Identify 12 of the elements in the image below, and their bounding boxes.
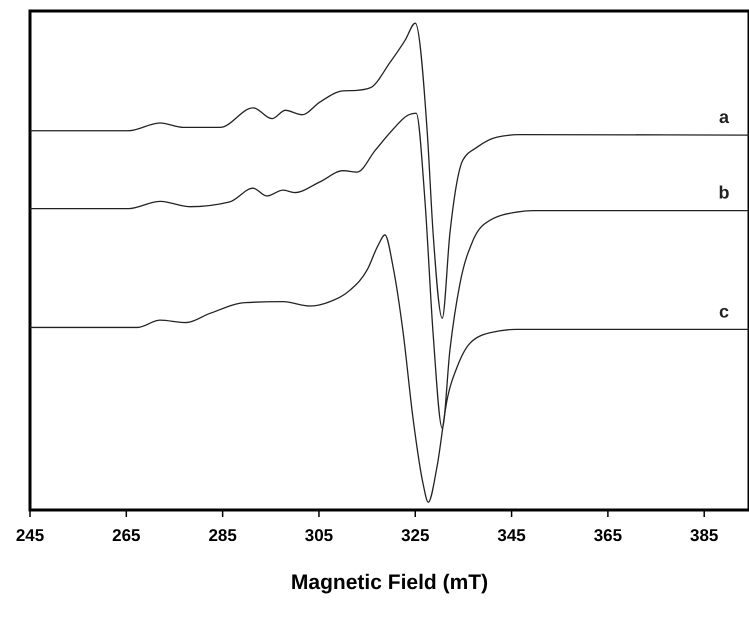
- x-tick-label: 285: [208, 526, 237, 546]
- x-tick-label: 365: [594, 526, 622, 546]
- series-label: b: [718, 182, 730, 203]
- x-tick-label: 325: [401, 526, 430, 546]
- x-tick-label: 265: [112, 526, 141, 546]
- x-tick-label: 385: [690, 526, 718, 546]
- x-tick-label: 245: [16, 526, 44, 546]
- x-tick-label: 305: [304, 526, 334, 546]
- x-tick-label: 345: [497, 526, 526, 546]
- series-label: c: [718, 301, 730, 322]
- x-axis-title: Magnetic Field (mT): [290, 571, 488, 594]
- series-label: a: [718, 107, 730, 128]
